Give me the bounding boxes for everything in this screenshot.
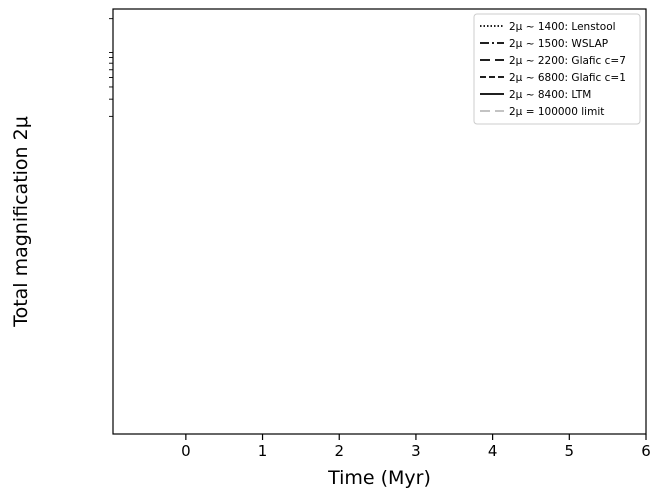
legend-entry-0: 2μ ~ 1400: Lenstool (509, 21, 616, 33)
y-axis-title: Total magnification 2μ (10, 116, 32, 328)
legend-entry-3: 2μ ~ 6800: Glafic c=1 (509, 72, 626, 84)
legend-entry-4: 2μ ~ 8400: LTM (509, 89, 591, 101)
x-tick-label-3: 3 (411, 442, 421, 460)
x-axis-title: Time (Myr) (327, 467, 431, 489)
legend-entry-2: 2μ ~ 2200: Glafic c=7 (509, 55, 626, 67)
axis-ticks: 01234561000100001000001e+06 (109, 18, 651, 460)
x-tick-label-5: 5 (565, 442, 575, 460)
plot-frame (112, 8, 647, 435)
legend-entry-5: 2μ = 100000 limit (509, 106, 604, 118)
x-tick-label-6: 6 (641, 442, 651, 460)
x-tick-label-0: 0 (181, 442, 191, 460)
x-tick-label-4: 4 (488, 442, 498, 460)
legend-entry-1: 2μ ~ 1500: WSLAP (509, 38, 608, 50)
x-tick-label-2: 2 (334, 442, 344, 460)
x-tick-label-1: 1 (258, 442, 268, 460)
legend: 2μ ~ 1400: Lenstool 2μ ~ 1500: WSLAP 2μ ~ … (473, 13, 641, 125)
legend-box (473, 13, 641, 125)
